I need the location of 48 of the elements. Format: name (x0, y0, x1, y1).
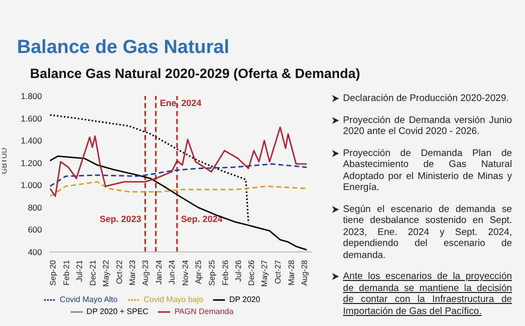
x-tick-label: May-27 (260, 259, 270, 287)
chart-subtitle: Balance Gas Natural 2020-2029 (Oferta & Demanda) (30, 66, 360, 81)
x-tick-label: Jun-24 (168, 259, 177, 284)
legend-label: PAGN Demanda (174, 307, 234, 316)
y-tick-label: 800 (28, 202, 42, 212)
x-tick-label: Sep-20 (48, 259, 58, 286)
x-tick-label: Nov-24 (181, 259, 190, 286)
x-tick-label: Jul-21 (75, 259, 84, 282)
x-tick-label: Feb-21 (62, 259, 71, 286)
line-series (50, 126, 308, 197)
chart-title: Balance de Gas Natural (17, 37, 230, 59)
line-series (50, 114, 250, 224)
x-tick-label: Jul-26 (234, 259, 243, 282)
x-tick-label: Jan-24 (154, 259, 164, 284)
x-tick-label: Aug-23 (141, 259, 150, 286)
x-tick-label: Dec-26 (247, 259, 256, 286)
line-series (50, 163, 308, 187)
legend-label: Covid Mayo bajo (144, 295, 204, 304)
y-tick-label: 1.200 (20, 158, 42, 168)
legend-label: DP 2020 (229, 295, 260, 304)
line-series (50, 181, 308, 197)
x-tick-label: Dec-21 (88, 259, 98, 286)
x-tick-label: Mar-28 (286, 259, 296, 286)
x-tick-label: Oct-27 (274, 259, 283, 284)
legend-label: Covid Mayo Alto (60, 295, 118, 304)
x-tick-label: May-22 (101, 259, 110, 287)
x-tick-label: Feb-26 (220, 259, 230, 286)
x-tick-label: Aug-28 (300, 259, 310, 286)
y-tick-label: 400 (28, 247, 42, 258)
legend-label: DP 2020 + SPEC (86, 307, 148, 316)
y-tick-label: 1.400 (20, 136, 42, 146)
text: Según el escenario de demanda se tiene desbalance sostenido en Sept. 2023, Ene. 2024 y Sept. 2024, dependiendo del escenario de demanda. (343, 204, 512, 261)
x-tick-label: Mar-23 (128, 259, 137, 286)
text: Ante los escenarios de la proyección de demanda se mantiene la decisión de contar con la Infraestructura de Importación de Gas del Pacífico. (343, 271, 512, 317)
y-tick-label: 1.000 (20, 180, 42, 190)
ref-line-label: Sep. 2023 (100, 214, 142, 224)
y-tick-label: 600 (28, 224, 42, 235)
text: Proyección de Demanda Plan de Abastecimiento de Gas Natural Adoptado por el Ministerio de Minas y Energía. (343, 148, 512, 194)
y-tick-label: 1.800 (20, 91, 42, 102)
ref-line-label: Ene. 2024 (160, 98, 202, 108)
text: Proyección de Demanda versión Junio 2020 ante el Covid 2020 - 2026. (343, 114, 512, 138)
x-tick-label: Sep-25 (207, 259, 216, 286)
line-series (50, 155, 308, 250)
text: Declaración de Producción 2020-2029. (343, 93, 509, 104)
x-tick-label: Apr-25 (194, 259, 204, 284)
x-tick-label: Oct-22 (114, 259, 124, 284)
y-tick-label: 1.600 (20, 113, 42, 124)
ref-line-label: Sep. 2024 (181, 214, 223, 224)
